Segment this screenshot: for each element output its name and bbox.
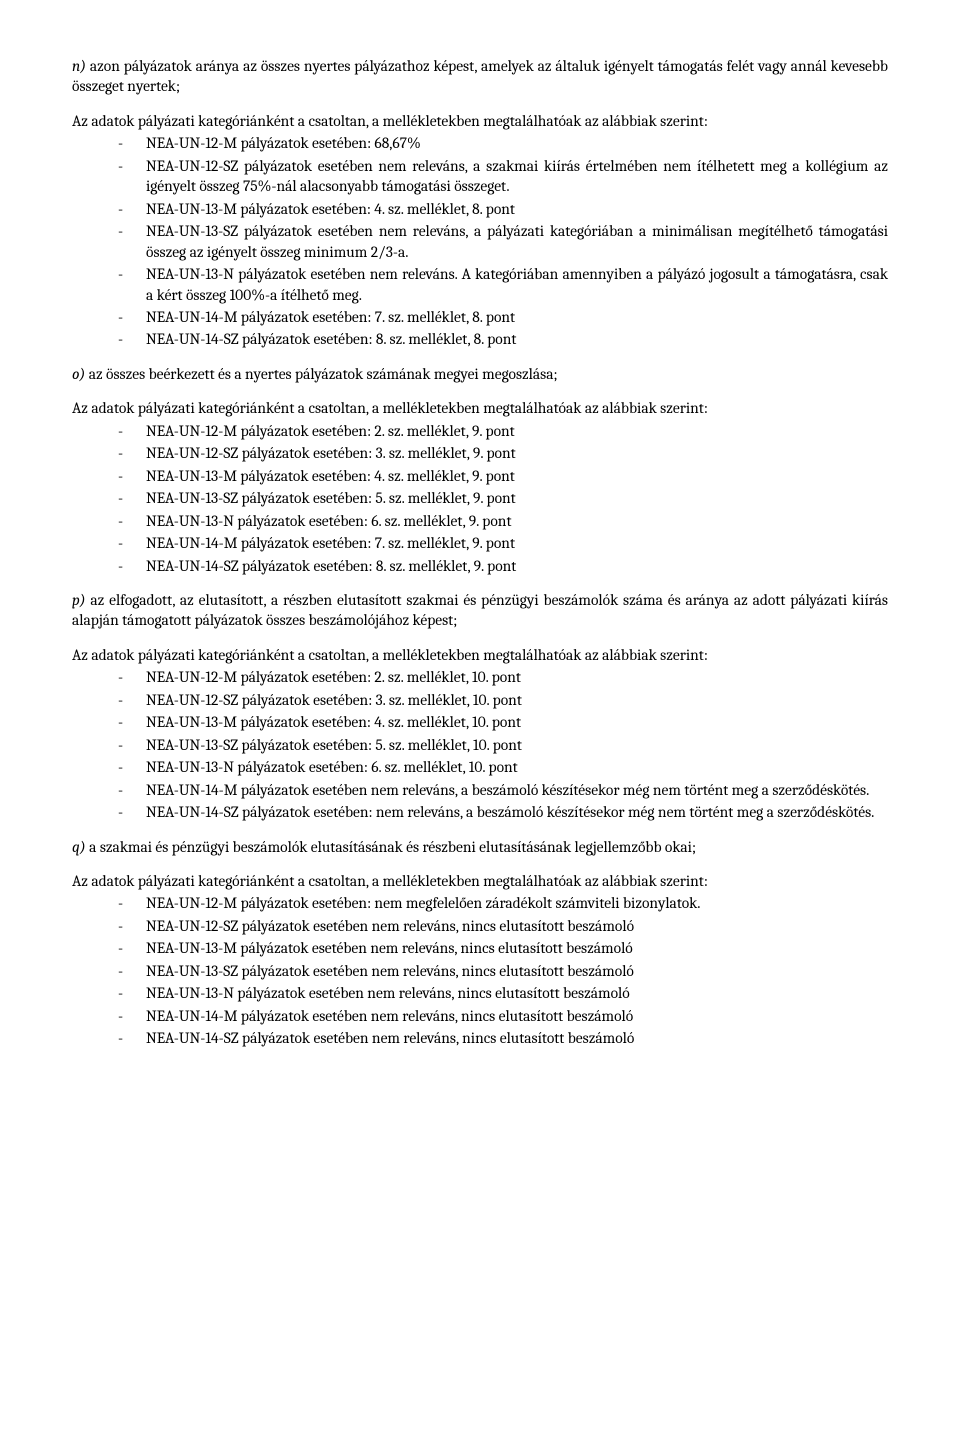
list-item: NEA-UN-13-M pályázatok esetében: 4. sz. … — [118, 712, 888, 732]
section-q-heading: q) a szakmai és pénzügyi beszámolók elut… — [72, 837, 888, 857]
section-q-list: NEA-UN-12-M pályázatok esetében: nem meg… — [72, 893, 888, 1048]
list-item: NEA-UN-12-M pályázatok esetében: nem meg… — [118, 893, 888, 913]
list-item: NEA-UN-14-M pályázatok esetében nem rele… — [118, 780, 888, 800]
list-item: NEA-UN-13-N pályázatok esetében: 6. sz. … — [118, 757, 888, 777]
list-item: NEA-UN-13-SZ pályázatok esetében: 5. sz.… — [118, 488, 888, 508]
list-item: NEA-UN-12-M pályázatok esetében: 2. sz. … — [118, 667, 888, 687]
section-n-intro: Az adatok pályázati kategóriánként a csa… — [72, 111, 888, 131]
list-item: NEA-UN-13-SZ pályázatok esetében: 5. sz.… — [118, 735, 888, 755]
section-p-heading: p) az elfogadott, az elutasított, a rész… — [72, 590, 888, 631]
section-o-intro: Az adatok pályázati kategóriánként a csa… — [72, 398, 888, 418]
list-item: NEA-UN-12-M pályázatok esetében: 68,67% — [118, 133, 888, 153]
list-item: NEA-UN-13-M pályázatok esetében: 4. sz. … — [118, 466, 888, 486]
list-item: NEA-UN-14-SZ pályázatok esetében: nem re… — [118, 802, 888, 822]
list-item: NEA-UN-14-M pályázatok esetében nem rele… — [118, 1006, 888, 1026]
list-item: NEA-UN-12-SZ pályázatok esetében: 3. sz.… — [118, 443, 888, 463]
section-o-text: az összes beérkezett és a nyertes pályáz… — [89, 365, 558, 383]
list-item: NEA-UN-13-SZ pályázatok esetében nem rel… — [118, 961, 888, 981]
section-p-intro: Az adatok pályázati kategóriánként a csa… — [72, 645, 888, 665]
list-item: NEA-UN-13-N pályázatok esetében: 6. sz. … — [118, 511, 888, 531]
section-q-intro: Az adatok pályázati kategóriánként a csa… — [72, 871, 888, 891]
section-q-text: a szakmai és pénzügyi beszámolók elutasí… — [89, 838, 696, 856]
section-n-heading: n) azon pályázatok aránya az összes nyer… — [72, 56, 888, 97]
section-n-text: azon pályázatok aránya az összes nyertes… — [72, 57, 888, 95]
section-o-letter: o) — [72, 365, 85, 383]
list-item: NEA-UN-13-N pályázatok esetében nem rele… — [118, 983, 888, 1003]
list-item: NEA-UN-14-SZ pályázatok esetében: 8. sz.… — [118, 556, 888, 576]
section-p-list: NEA-UN-12-M pályázatok esetében: 2. sz. … — [72, 667, 888, 822]
list-item: NEA-UN-12-SZ pályázatok esetében: 3. sz.… — [118, 690, 888, 710]
section-q-letter: q) — [72, 838, 86, 856]
section-n-list: NEA-UN-12-M pályázatok esetében: 68,67% … — [72, 133, 888, 350]
list-item: NEA-UN-12-SZ pályázatok esetében nem rel… — [118, 156, 888, 197]
list-item: NEA-UN-13-M pályázatok esetében nem rele… — [118, 938, 888, 958]
list-item: NEA-UN-14-SZ pályázatok esetében nem rel… — [118, 1028, 888, 1048]
section-o-heading: o) az összes beérkezett és a nyertes pál… — [72, 364, 888, 384]
list-item: NEA-UN-14-M pályázatok esetében: 7. sz. … — [118, 307, 888, 327]
list-item: NEA-UN-12-SZ pályázatok esetében nem rel… — [118, 916, 888, 936]
section-n-letter: n) — [72, 57, 86, 75]
section-o-list: NEA-UN-12-M pályázatok esetében: 2. sz. … — [72, 421, 888, 576]
list-item: NEA-UN-14-SZ pályázatok esetében: 8. sz.… — [118, 329, 888, 349]
list-item: NEA-UN-14-M pályázatok esetében: 7. sz. … — [118, 533, 888, 553]
list-item: NEA-UN-13-N pályázatok esetében nem rele… — [118, 264, 888, 305]
list-item: NEA-UN-12-M pályázatok esetében: 2. sz. … — [118, 421, 888, 441]
list-item: NEA-UN-13-M pályázatok esetében: 4. sz. … — [118, 199, 888, 219]
list-item: NEA-UN-13-SZ pályázatok esetében nem rel… — [118, 221, 888, 262]
section-p-text: az elfogadott, az elutasított, a részben… — [72, 591, 888, 629]
section-p-letter: p) — [72, 591, 86, 609]
